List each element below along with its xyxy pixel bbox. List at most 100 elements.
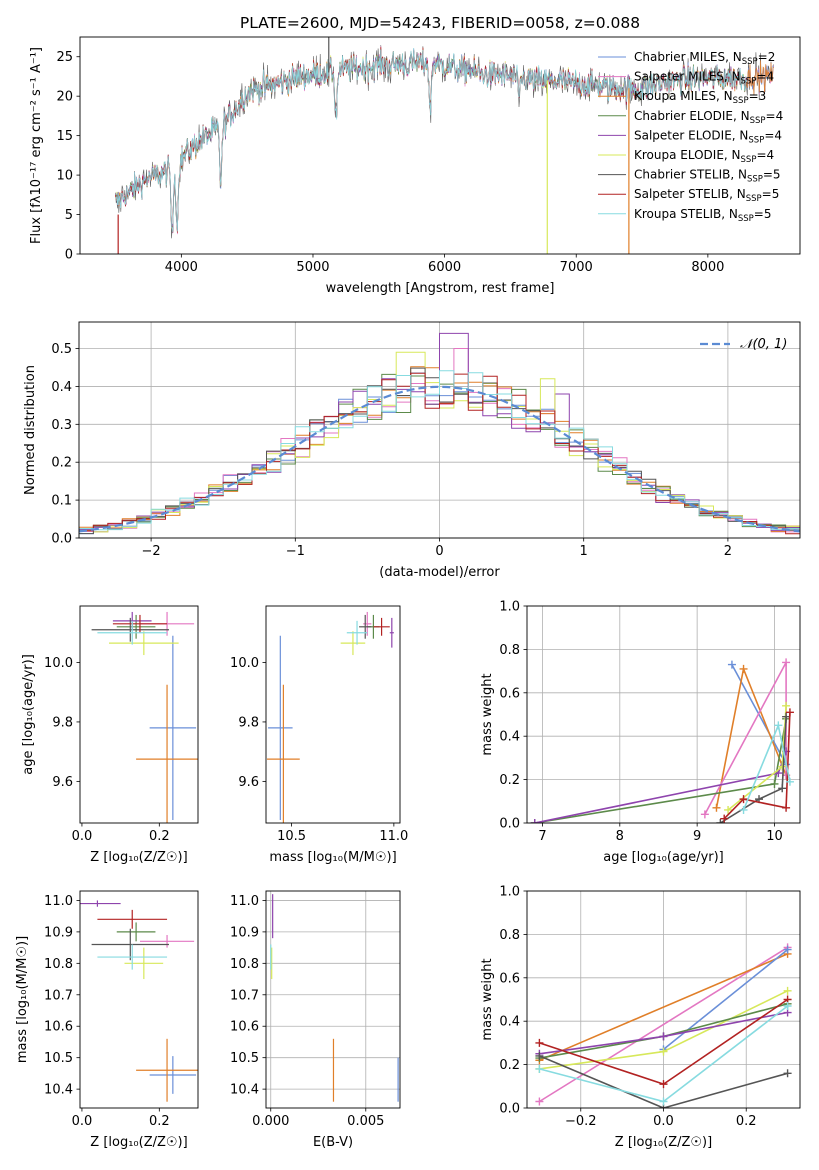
y-tick-label: 1.0 [499,600,520,615]
y-tick-label: 0.0 [499,817,520,832]
y-tick-label: 0.6 [499,686,520,701]
legend-label-text: Salpeter ELODIE, N [634,128,748,142]
y-tick-label: 9.8 [238,715,259,730]
x-tick-label: 8000 [691,260,724,275]
x-axis-label: Z [log₁₀(Z/Z☉)] [615,1135,712,1150]
x-axis-label: wavelength [Angstrom, rest frame] [326,281,555,296]
plot-area [79,332,800,538]
y-tick-label: 20 [56,90,73,105]
x-tick-label: 0.2 [149,829,170,844]
y-tick-label: 25 [56,50,73,65]
weight-marker [535,1051,544,1060]
weight-marker [724,805,733,814]
legend-label-sub: SSP [750,116,766,126]
axes-residuals: −2 −1 0 1 2 0.0 0.1 0.2 0.3 0.4 0.5 (data-model)/er… [23,321,801,580]
weight-marker [659,1032,668,1041]
y-axis-label: mass weight [480,673,495,755]
x-axis-label: age [log₁₀(age/yr)] [603,850,724,865]
legend-label-sub: SSP [741,155,757,165]
weight-line [539,953,788,1062]
weight-marker [535,1097,544,1106]
legend-label-sub: SSP [747,175,763,185]
weight-marker [727,660,736,669]
weight-line [539,1055,788,1108]
axes-frame [265,605,401,824]
axes-mass-weight-age: 7 8 9 10 0.0 0.2 0.4 0.6 0.8 1.0 age [log₁₀(age/yr… [480,600,801,865]
y-axis-label: Flux [fλ10⁻¹⁷ erg cm⁻² s⁻¹ A⁻¹] [29,47,44,244]
y-tick-label: 5 [65,208,73,223]
weight-marker [739,805,748,814]
weight-marker [739,795,748,804]
y-tick-label: 0.5 [51,342,72,357]
plot-area [535,943,792,1108]
x-axis-label: Z [log₁₀(Z/Z☉)] [90,850,187,865]
x-tick-label: 9 [693,829,701,844]
weight-marker [782,803,791,812]
x-tick-label: 5000 [296,260,329,275]
weight-marker [783,1069,792,1078]
errorbar-salpeter_stelib [373,617,390,636]
errorbar-kroupa_stelib [97,944,168,970]
weight-marker [783,945,792,954]
x-tick-label: 8 [616,829,624,844]
y-tick-label: 10.5 [230,1051,259,1066]
x-tick-label: 7 [538,829,546,844]
errorbar-chabrier_miles [149,635,197,821]
chart-title: PLATE=2600, MJD=54243, FIBERID=0058, z=0… [240,14,640,32]
weight-marker [778,762,787,771]
legend-label-sub: SSP [746,194,762,204]
legend-label-suffix: =5 [763,168,781,182]
axes-frame [79,890,199,1109]
y-tick-label: 0.0 [51,532,72,547]
weight-marker [535,1038,544,1047]
weight-marker [782,658,791,667]
y-tick-label: 11.0 [44,894,73,909]
legend-label-text: Salpeter MILES, N [634,70,741,84]
errorbar-kroupa_elodie [340,631,366,656]
y-tick-label: 0.4 [51,380,72,395]
plot-area [115,37,775,254]
x-tick-label: 7000 [560,260,593,275]
y-tick-label: 0 [65,248,73,263]
errorbar-kroupa_miles [267,684,300,823]
histogram-kroupa_stelib [79,370,800,538]
axes-mass-z: 0.0 0.2 10.4 10.5 10.6 10.7 10.8 10.9 11.0 Z [log… [15,890,199,1150]
plot-area [80,900,198,1102]
weight-marker [739,664,748,673]
spectrum-line-kroupa_stelib [115,47,748,233]
y-tick-label: 10.4 [44,1083,73,1098]
weight-marker [785,777,794,786]
legend-label-sub: SSP [741,77,757,87]
legend-label: Chabrier ELODIE, NSSP=4 [634,109,783,126]
errorbar-chabrier_elodie [116,614,156,639]
legend-label-suffix: =3 [749,89,767,103]
x-tick-label: 0.0 [72,1114,93,1129]
legend-label-text: Kroupa MILES, N [634,89,733,103]
weight-marker [659,1097,668,1106]
y-tick-label: 10.5 [44,1051,73,1066]
y-axis-label: mass [log₁₀(M/M☉)] [15,936,30,1063]
y-tick-label: 0.2 [499,773,520,788]
x-axis-label: (data-model)/error [379,565,500,580]
x-tick-label: −1 [286,544,305,559]
errorbar-chabrier_elodie [116,922,156,942]
axes-age-z: 0.0 0.2 9.6 9.8 10.0 Z [log₁₀(Z/Z☉)] age [log₁… [21,605,199,865]
y-tick-label: 11.0 [230,894,259,909]
x-tick-label: 2 [724,544,732,559]
y-tick-label: 10.9 [230,925,259,940]
weight-marker [774,721,783,730]
weight-marker [659,1080,668,1089]
axes-frame [526,605,801,824]
y-tick-label: 0.2 [499,1058,520,1073]
y-tick-label: 9.6 [52,775,73,790]
legend-label: Salpeter STELIB, NSSP=5 [634,187,779,204]
weight-series-chabrier_elodie [530,714,791,823]
y-tick-label: 0.1 [51,494,72,509]
weight-series-salpeter_stelib [720,708,794,823]
x-tick-label: 0 [435,544,443,559]
legend-label-text: Kroupa ELODIE, N [634,148,741,162]
plot-area [270,894,399,1102]
y-tick-label: 10.8 [230,957,259,972]
y-axis-label: Normed distribution [23,365,38,495]
axes-age-mass: 10.5 11.0 9.6 9.8 10.0 mass [log₁₀(M/M☉)] [230,605,408,865]
